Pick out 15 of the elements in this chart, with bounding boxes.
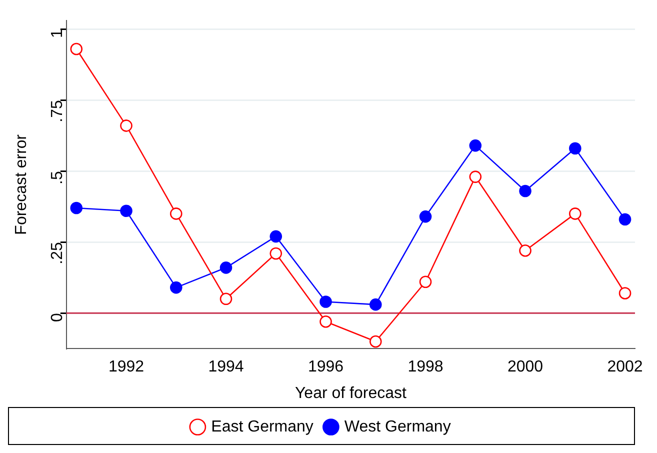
x-tick-label: 1998 (408, 358, 444, 376)
y-tick-label: 0 (48, 313, 66, 322)
x-tick-label: 1994 (208, 358, 244, 376)
y-axis-title: Forecast error (13, 134, 30, 235)
x-tick-label: 2002 (607, 358, 643, 376)
y-tick-label: .75 (48, 100, 66, 122)
legend-label: East Germany (211, 418, 314, 436)
y-tick-label: .5 (48, 171, 66, 184)
x-tick-label: 1992 (108, 358, 144, 376)
y-tick-label: 1 (48, 29, 66, 38)
legend-label: West Germany (344, 418, 451, 436)
x-tick-label: 1996 (308, 358, 344, 376)
x-axis-title: Year of forecast (294, 384, 407, 402)
x-tick-label: 2000 (507, 358, 544, 376)
y-tick-label: .25 (48, 242, 66, 264)
